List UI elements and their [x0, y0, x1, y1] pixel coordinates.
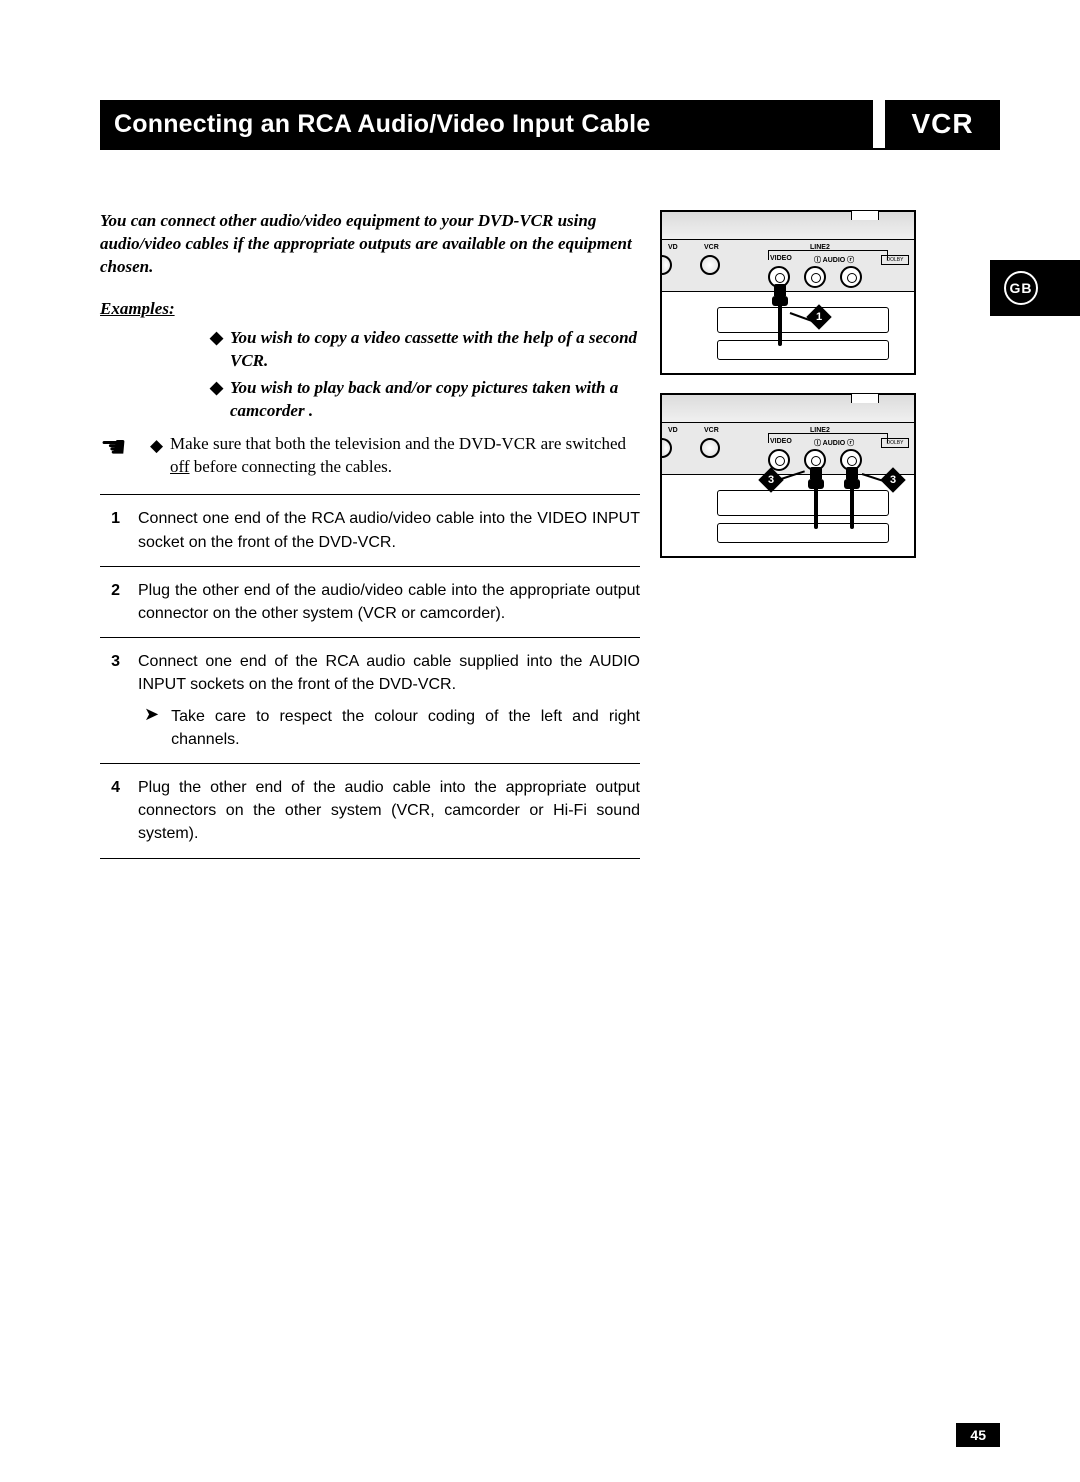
- power-knob: [700, 255, 720, 275]
- step-number: 3: [100, 650, 120, 751]
- examples-list: You wish to copy a video cassette with t…: [210, 327, 640, 423]
- rca-plug-icon: [808, 467, 824, 509]
- label-vd: VD: [668, 427, 678, 434]
- label-vcr: VCR: [704, 244, 719, 251]
- diagram-step1: VD VCR LINE2 VIDEO ⓛ AUDIO ⓡ DOLBY: [660, 210, 916, 375]
- step: 2 Plug the other end of the audio/video …: [100, 566, 640, 637]
- label-vcr: VCR: [704, 427, 719, 434]
- step: 3 Connect one end of the RCA audio cable…: [100, 637, 640, 763]
- dolby-badge: DOLBY: [881, 255, 909, 265]
- step-text: Plug the other end of the audio/video ca…: [138, 579, 640, 625]
- step: 1 Connect one end of the RCA audio/video…: [100, 494, 640, 565]
- rca-plug-icon: [844, 467, 860, 509]
- rca-audio-l-jack: [804, 266, 826, 288]
- diagram-step3: VD VCR LINE2 VIDEO ⓛ AUDIO ⓡ DOLBY: [660, 393, 916, 558]
- intro-text: You can connect other audio/video equipm…: [100, 210, 640, 279]
- label-audio: ⓛ AUDIO ⓡ: [814, 438, 854, 448]
- label-video: VIDEO: [770, 438, 792, 445]
- page-number: 45: [956, 1423, 1000, 1447]
- language-badge: GB: [990, 260, 1080, 316]
- pointing-hand-icon: ☚: [100, 433, 150, 463]
- label-vd: VD: [668, 244, 678, 251]
- step-subnote: Take care to respect the colour coding o…: [171, 705, 640, 751]
- step-number: 2: [100, 579, 120, 625]
- step-text: Connect one end of the RCA audio/video c…: [138, 507, 640, 553]
- step: 4 Plug the other end of the audio cable …: [100, 763, 640, 859]
- title-gap: [873, 100, 885, 148]
- power-knob: [700, 438, 720, 458]
- section-badge: VCR: [885, 100, 1000, 148]
- dolby-badge: DOLBY: [881, 438, 909, 448]
- step-number: 1: [100, 507, 120, 553]
- examples-label: Examples:: [100, 299, 175, 318]
- example-item: You wish to play back and/or copy pictur…: [210, 377, 640, 423]
- note-post: before connecting the cables.: [190, 457, 393, 476]
- examples: Examples:: [100, 299, 640, 319]
- page-title: Connecting an RCA Audio/Video Input Cabl…: [100, 100, 873, 148]
- arrow-icon: ➤: [138, 705, 159, 751]
- step-text: Connect one end of the RCA audio cable s…: [138, 650, 640, 751]
- note-pre: Make sure that both the television and t…: [170, 434, 626, 453]
- example-item: You wish to copy a video cassette with t…: [210, 327, 640, 373]
- label-audio: ⓛ AUDIO ⓡ: [814, 255, 854, 265]
- step-number: 4: [100, 776, 120, 846]
- safety-note: Make sure that both the television and t…: [150, 433, 640, 479]
- rca-audio-r-jack: [840, 266, 862, 288]
- note-off: off: [170, 457, 190, 476]
- rca-plug-icon: [772, 284, 788, 326]
- step-text: Plug the other end of the audio cable in…: [138, 776, 640, 846]
- label-video: VIDEO: [770, 255, 792, 262]
- steps-list: 1 Connect one end of the RCA audio/video…: [100, 494, 640, 858]
- gb-circle: GB: [1004, 271, 1038, 305]
- step-body: Connect one end of the RCA audio cable s…: [138, 653, 640, 693]
- title-bar: Connecting an RCA Audio/Video Input Cabl…: [100, 100, 1000, 150]
